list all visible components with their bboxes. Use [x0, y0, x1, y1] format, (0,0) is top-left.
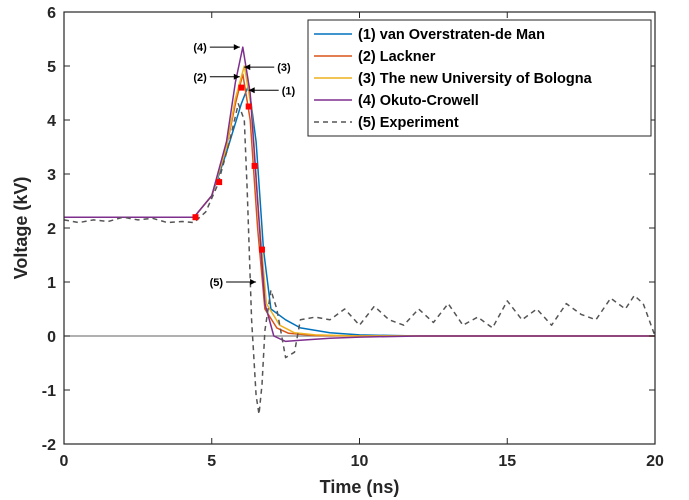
red-square-marker — [192, 214, 199, 221]
x-tick-label: 15 — [498, 453, 516, 470]
legend-label-2: (2) Lackner — [358, 49, 436, 65]
legend-label-3: (3) The new University of Bologna — [358, 71, 593, 87]
y-axis-label: Voltage (kV) — [11, 177, 31, 280]
annotation-label: (2) — [193, 72, 207, 84]
annotation-arrowhead — [233, 44, 240, 51]
x-tick-label: 20 — [646, 453, 664, 470]
annotation-label: (1) — [282, 85, 296, 97]
legend-label-1: (1) van Overstraten-de Man — [358, 27, 545, 43]
red-square-marker — [251, 162, 258, 169]
y-tick-label: 2 — [47, 221, 56, 238]
marker-layer — [192, 84, 265, 253]
y-tick-label: 3 — [47, 167, 56, 184]
x-tick-label: 5 — [207, 453, 216, 470]
legend-box — [307, 19, 652, 137]
red-square-marker — [216, 179, 223, 186]
annotation-arrowhead — [250, 279, 257, 285]
annotation-arrowhead — [248, 87, 255, 94]
annotation-label: (4) — [193, 42, 207, 54]
y-tick-label: 4 — [47, 113, 56, 130]
annotation-label: (5) — [210, 277, 224, 289]
legend-label-5: (5) Experiment — [358, 115, 459, 131]
y-tick-label: 1 — [47, 275, 56, 292]
annotation-layer: (1) (2) (3) (4) (5) — [193, 42, 295, 289]
annotation-arrowhead — [244, 64, 251, 71]
red-square-marker — [245, 103, 252, 110]
red-square-marker — [238, 84, 245, 91]
axes-layer: 0 5 10 15 20 -2 -1 0 1 2 3 4 5 6 — [42, 5, 664, 470]
legend-label-4: (4) Okuto-Crowell — [358, 93, 479, 109]
annotation-arrowhead — [233, 73, 240, 80]
y-tick-label: 6 — [47, 5, 56, 22]
x-axis-label: Time (ns) — [320, 477, 400, 497]
y-tick-label: -1 — [42, 383, 56, 400]
y-tick-label: 0 — [47, 329, 56, 346]
y-tick-label: 5 — [47, 59, 56, 76]
y-tick-label: -2 — [42, 437, 56, 454]
annotation-label: (3) — [277, 62, 291, 74]
series-line-5 — [63, 103, 656, 416]
x-tick-label: 10 — [351, 453, 369, 470]
x-tick-label: 0 — [60, 453, 69, 470]
legend: (1) van Overstraten-de Man (2) Lackner (3)… — [307, 19, 652, 137]
red-square-marker — [258, 246, 265, 253]
